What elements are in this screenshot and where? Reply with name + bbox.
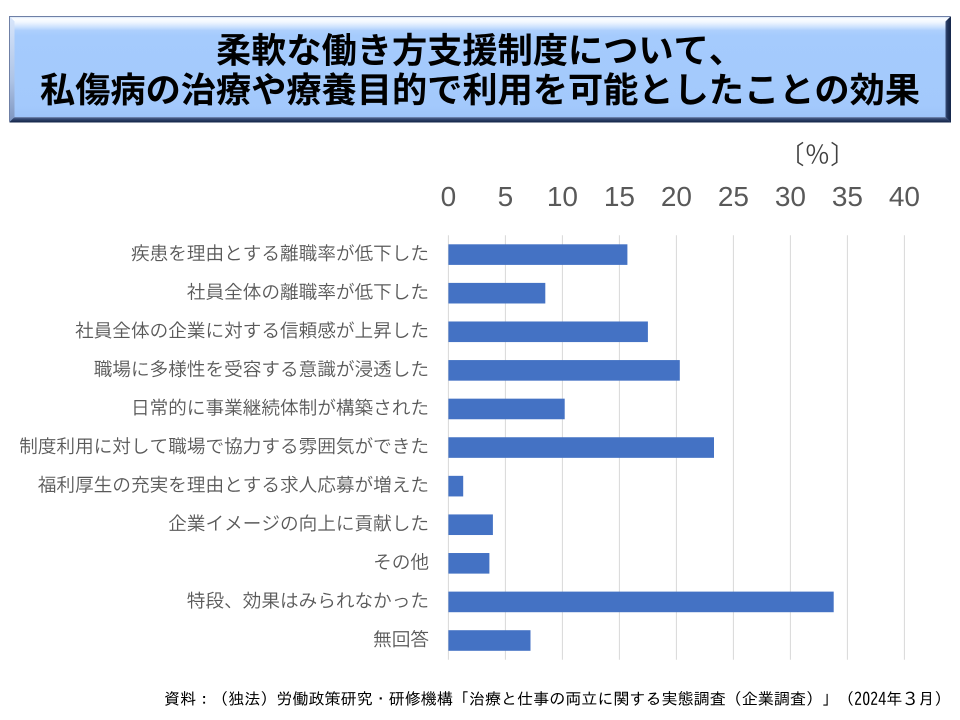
svg-text:10: 10	[547, 181, 578, 212]
svg-text:40: 40	[889, 181, 920, 212]
svg-text:15: 15	[604, 181, 635, 212]
svg-text:35: 35	[832, 181, 863, 212]
svg-text:5: 5	[498, 181, 514, 212]
svg-text:0: 0	[441, 181, 457, 212]
svg-text:25: 25	[718, 181, 749, 212]
svg-text:30: 30	[775, 181, 806, 212]
svg-text:20: 20	[661, 181, 692, 212]
